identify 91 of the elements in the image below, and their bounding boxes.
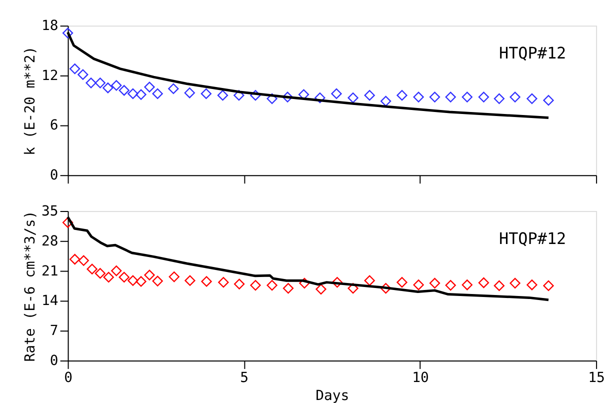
point [218,276,229,288]
point [184,275,196,286]
point [168,83,179,94]
point [200,88,212,100]
y-tick-label: 7 [50,323,58,340]
x-axis-title: Days [316,388,350,403]
point [111,265,122,276]
x-tick-label: 0 [64,370,72,386]
point [494,93,505,104]
point [445,280,456,291]
annotation: HTQP#12 [498,43,566,62]
point [396,90,408,101]
point [118,272,130,283]
point [234,278,245,290]
y-tick-label: 6 [50,118,58,134]
point [250,90,261,101]
point [69,63,80,74]
y-tick-label: 28 [42,233,58,250]
point [78,69,88,80]
point [234,90,244,101]
point [282,92,293,102]
point [478,277,490,288]
point [111,80,122,91]
point [152,276,163,286]
point [526,93,538,104]
y-tick-label: 21 [42,263,58,280]
point [526,280,538,290]
point [314,92,326,104]
point [266,280,278,291]
y-tick-label: 12 [42,68,58,84]
point [348,282,358,294]
point [380,282,392,294]
point [429,92,440,102]
x-tick-label: 10 [412,370,429,386]
point [413,92,424,102]
point [78,255,89,266]
point [299,278,310,288]
point [86,264,98,274]
y-axis-title: Rate (E-6 cm**3/s) [22,210,39,362]
point [217,90,228,101]
point [184,88,195,98]
point [128,275,138,286]
point [62,217,74,228]
point [380,96,392,106]
point [396,276,408,288]
point [445,92,456,102]
point [250,280,261,291]
point [152,88,163,100]
point [413,280,424,290]
point [201,276,212,287]
y-tick-label: 14 [42,293,58,310]
point [364,90,375,101]
point [144,270,155,280]
point [94,78,106,88]
point [332,276,343,288]
y-tick-label: 0 [50,168,58,184]
point [103,272,114,283]
point [316,284,326,294]
point [331,88,342,100]
point [102,82,114,94]
point [168,271,180,282]
point [266,93,278,104]
point [478,92,490,102]
point [510,278,520,288]
point [462,280,472,290]
point [69,254,80,265]
point [118,85,130,96]
point [136,276,146,287]
point [128,88,138,100]
y-axis-title: k (E-20 m**2) [22,46,39,156]
x-tick-label: 15 [588,370,605,386]
point [144,82,155,92]
point [298,89,310,100]
point [543,280,554,292]
point [282,282,294,294]
point [429,278,440,288]
point [543,95,554,106]
point [348,92,358,104]
point [494,280,505,292]
point [364,275,375,286]
y-tick-label: 18 [42,18,58,34]
point [136,89,146,100]
point [462,92,472,102]
x-tick-label: 5 [240,370,249,386]
annotation: HTQP#12 [498,228,566,248]
y-tick-label: 0 [50,352,58,369]
point [86,78,96,88]
point [510,92,520,102]
point [94,268,106,279]
y-tick-label: 35 [42,203,58,220]
point [62,28,74,38]
